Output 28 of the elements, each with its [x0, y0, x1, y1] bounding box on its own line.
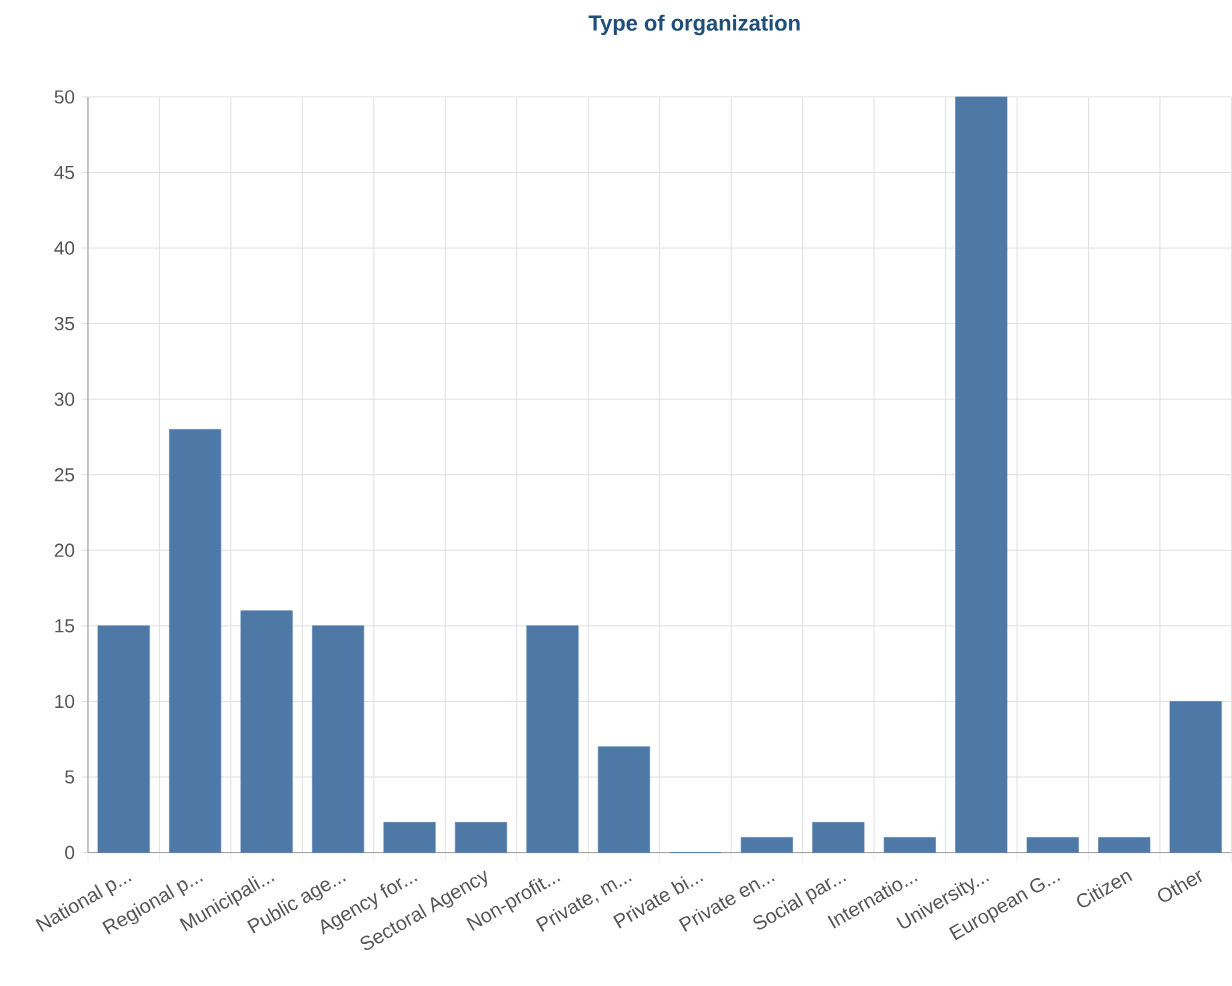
- y-tick-label: 0: [65, 846, 75, 860]
- y-tick-label: 5: [65, 770, 75, 784]
- y-tick-label: 30: [54, 392, 75, 407]
- bar: [955, 96, 1008, 854]
- bar: [1098, 837, 1151, 854]
- y-tick-label: 10: [55, 694, 75, 709]
- bar: [312, 625, 365, 854]
- bar: [740, 837, 793, 854]
- bar: [454, 822, 508, 854]
- bar: [1169, 701, 1222, 854]
- y-tick-label: 35: [54, 317, 75, 331]
- bar: [240, 610, 293, 854]
- y-tick-label: 45: [54, 166, 75, 180]
- chart-title: Type of organization: [588, 14, 800, 36]
- y-tick-label: 15: [55, 619, 75, 633]
- y-tick-label: 50: [54, 90, 75, 104]
- y-tick-label: 20: [54, 543, 75, 558]
- bar: [812, 822, 865, 854]
- y-tick-label: 25: [54, 468, 75, 482]
- bar: [526, 625, 579, 854]
- bar: [883, 837, 936, 854]
- bar: [597, 746, 650, 854]
- bar: [169, 429, 222, 854]
- bar: [97, 625, 150, 854]
- bar: [383, 822, 436, 854]
- x-tick-label: Other: [1158, 870, 1202, 903]
- y-tick-label: 40: [54, 241, 75, 255]
- bar: [1026, 837, 1079, 854]
